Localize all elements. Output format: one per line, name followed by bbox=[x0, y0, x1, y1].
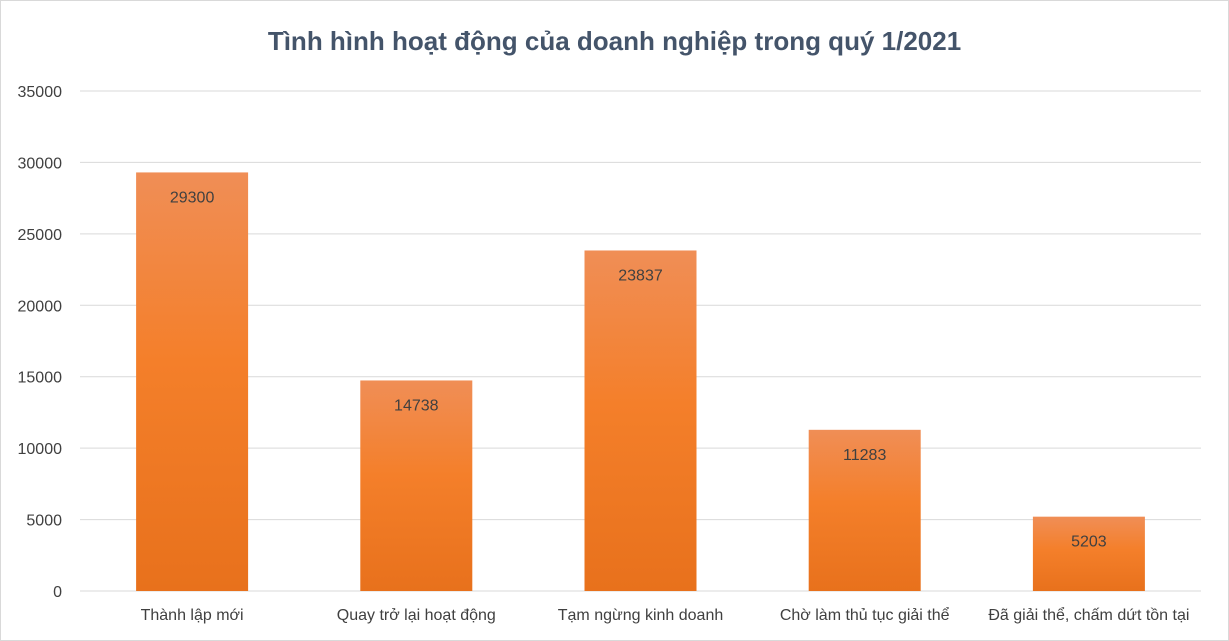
x-category-label: Tạm ngừng kinh doanh bbox=[558, 607, 723, 624]
y-tick-label: 25000 bbox=[18, 227, 63, 244]
data-label: 23837 bbox=[618, 267, 663, 284]
y-tick-label: 0 bbox=[53, 584, 62, 601]
x-category-label: Thành lập mới bbox=[141, 607, 244, 624]
y-tick-label: 15000 bbox=[18, 370, 63, 387]
data-label: 29300 bbox=[170, 189, 215, 206]
bar bbox=[584, 250, 697, 591]
y-tick-label: 20000 bbox=[18, 298, 63, 315]
bar bbox=[136, 172, 249, 591]
data-label: 11283 bbox=[843, 447, 886, 464]
bar bbox=[1032, 516, 1145, 591]
chart-title: Tình hình hoạt động của doanh nghiệp tro… bbox=[267, 26, 962, 56]
bars: 29300 14738 23837 11283 5203 bbox=[136, 172, 1145, 591]
x-category-label: Chờ làm thủ tục giải thể bbox=[780, 606, 950, 624]
x-category-label: Quay trở lại hoạt động bbox=[337, 607, 496, 624]
y-axis: 0 5000 10000 15000 20000 25000 30000 35000 bbox=[18, 84, 63, 601]
data-label: 14738 bbox=[394, 397, 439, 414]
x-axis: Thành lập mới Quay trở lại hoạt động Tạm n… bbox=[141, 606, 1190, 624]
bar bbox=[360, 380, 473, 591]
bar bbox=[808, 429, 921, 591]
x-category-label: Đã giải thể, chấm dứt tồn tại bbox=[988, 606, 1189, 624]
y-tick-label: 30000 bbox=[18, 155, 63, 172]
y-tick-label: 35000 bbox=[18, 84, 63, 101]
y-tick-label: 10000 bbox=[18, 441, 63, 458]
y-tick-label: 5000 bbox=[26, 513, 62, 530]
data-label: 5203 bbox=[1071, 534, 1107, 551]
